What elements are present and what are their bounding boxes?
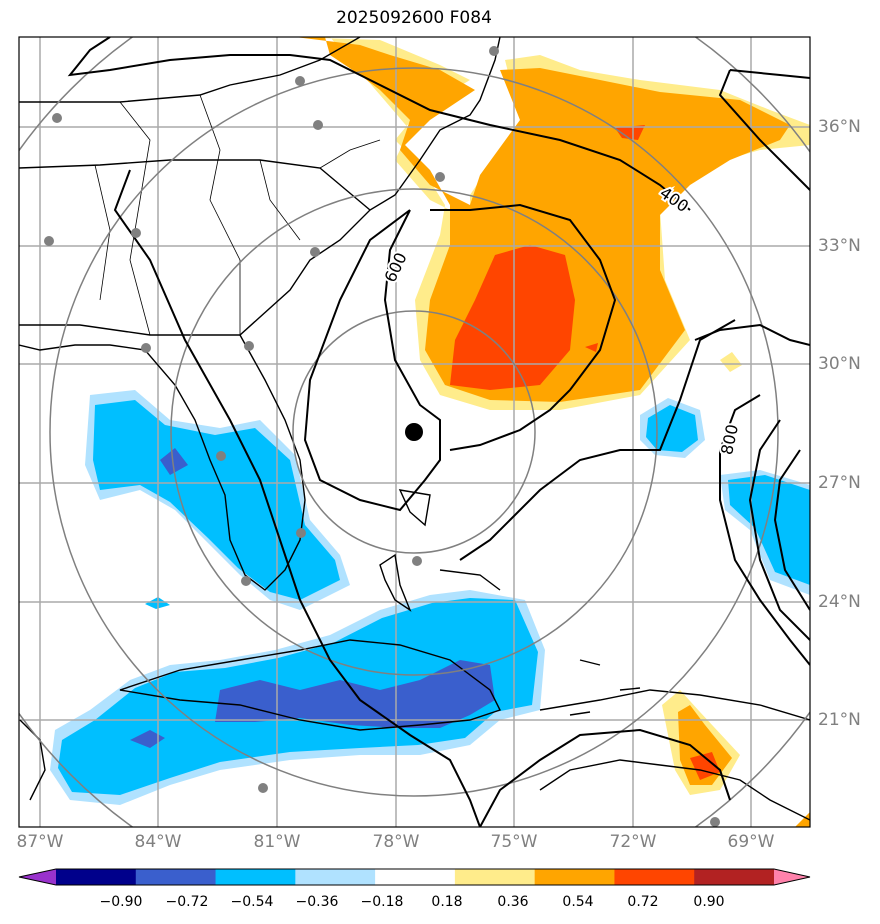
colorbar-outline — [18, 868, 811, 886]
contour-400 — [67, 37, 691, 211]
red-shading — [450, 245, 575, 390]
colorbar-tick: 0.90 — [693, 894, 725, 910]
blue-gulf — [93, 400, 340, 600]
colorbar-segment — [135, 869, 217, 885]
orange-corner-se — [795, 812, 810, 827]
map-title: 2025092600 F084 — [336, 8, 492, 28]
colorbar-segment — [56, 869, 137, 885]
lon-label: 87°W — [16, 832, 64, 852]
blue-atlantic-far-e — [728, 475, 810, 585]
orange-shading — [295, 37, 790, 402]
height-contours — [67, 37, 810, 827]
contour-label-800: 800 — [717, 423, 742, 457]
colorbar-segment — [295, 869, 376, 885]
negative-anomaly-shading — [50, 390, 810, 805]
coastlines — [19, 37, 810, 821]
lat-label: 33°N — [818, 236, 861, 256]
blue-atlantic-e — [646, 405, 698, 452]
positive-anomaly-shading — [290, 37, 810, 827]
lat-label: 30°N — [818, 354, 861, 374]
colorbar-tick: 0.36 — [497, 894, 529, 910]
colorbar-segment — [534, 869, 615, 885]
storm-center-marker — [405, 423, 423, 441]
lon-label: 78°W — [372, 832, 420, 852]
colorbar-segment — [694, 869, 775, 885]
lon-label: 72°W — [609, 832, 657, 852]
colorbar-tick: −0.72 — [165, 894, 209, 910]
contour-600 — [113, 169, 481, 827]
colorbar-tick: 0.54 — [562, 894, 594, 910]
colorbar-segment — [375, 869, 456, 885]
lat-label: 27°N — [818, 473, 861, 493]
colorbar-tick: −0.54 — [230, 894, 274, 910]
lat-label: 24°N — [818, 592, 861, 612]
colorbar-extend-high — [774, 869, 810, 885]
colorbar-tick: −0.90 — [99, 894, 143, 910]
lon-label: 84°W — [134, 832, 182, 852]
station-markers — [44, 46, 720, 827]
map-frame — [18, 36, 811, 828]
red-spot-north — [615, 125, 645, 140]
red-spot-east — [585, 343, 598, 352]
contour-label-600: 600 — [381, 250, 411, 286]
darkblue-caribbean-west — [130, 730, 165, 748]
colorbar-tick: −0.18 — [360, 894, 404, 910]
colorbar-tick: 0.72 — [627, 894, 659, 910]
orange-shading-se — [678, 705, 732, 785]
lat-label: 21°N — [818, 710, 861, 730]
colorbar-segment — [215, 869, 296, 885]
map-canvas: 400 600 800 — [18, 36, 811, 828]
yellow-spot-east — [720, 352, 742, 372]
lon-label: 81°W — [253, 832, 301, 852]
colorbar-tick: 0.18 — [431, 894, 463, 910]
colorbar-tick: −0.36 — [295, 894, 339, 910]
darkblue-gulf — [160, 448, 188, 475]
range-rings — [19, 37, 810, 827]
contour-600-east — [303, 209, 441, 512]
state-boundaries — [94, 94, 381, 336]
lon-label: 69°W — [727, 832, 775, 852]
colorbar-extend-low — [19, 869, 56, 885]
colorbar-segment — [454, 869, 536, 885]
colorbar — [18, 868, 811, 886]
lon-label: 75°W — [490, 832, 538, 852]
colorbar-segment — [614, 869, 695, 885]
lat-label: 36°N — [818, 117, 861, 137]
